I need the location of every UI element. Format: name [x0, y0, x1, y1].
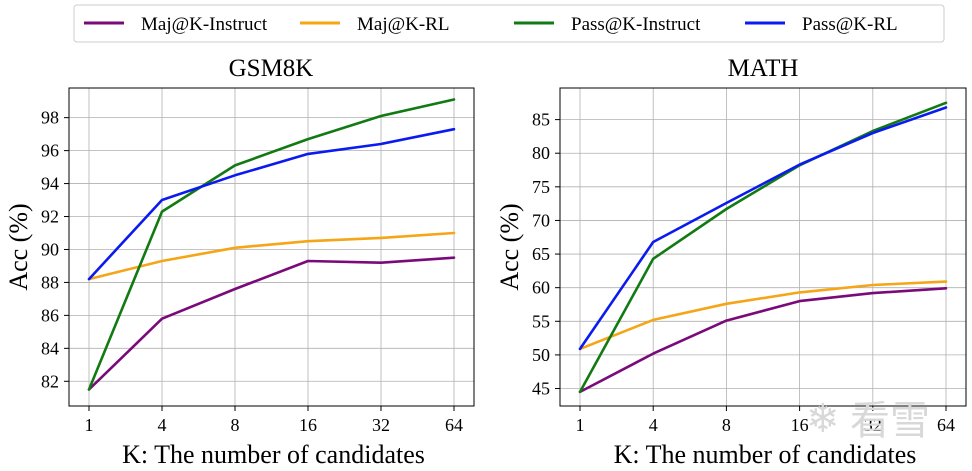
x-tick-label: 8	[231, 415, 240, 435]
legend-label-maj-k-rl: Maj@K-RL	[357, 14, 449, 35]
y-tick-label: 98	[41, 108, 59, 128]
y-tick-label: 75	[532, 177, 550, 197]
chart-panel-math: 1 4 8 16 32 64 45 50 55 60 65 70 75 80 85 MATH K: The nu…	[495, 55, 967, 469]
y-tick-label: 82	[41, 371, 59, 391]
y-tick-label: 86	[41, 305, 59, 325]
y-tick-label: 80	[532, 143, 550, 163]
y-tick-label: 85	[532, 110, 550, 130]
y-tick-label: 90	[41, 239, 59, 259]
legend-label-pass-k-instruct: Pass@K-Instruct	[571, 14, 701, 35]
x-axis-label: K: The number of candidates	[122, 440, 425, 466]
x-tick-label: 8	[722, 415, 731, 435]
y-tick-label: 45	[532, 379, 550, 399]
y-tick-label: 70	[532, 210, 550, 230]
x-axis-label: K: The number of candidates	[614, 440, 917, 466]
y-tick-label: 60	[532, 278, 550, 298]
y-axis-label: Acc (%)	[495, 203, 524, 290]
y-tick-label: 92	[41, 207, 59, 227]
x-tick-label: 4	[649, 415, 658, 435]
legend-box	[73, 4, 945, 43]
series-line-maj-k-rl	[87, 231, 456, 281]
x-tick-label: 1	[576, 415, 585, 435]
y-tick-label: 50	[532, 345, 550, 365]
series-line-pass-k-instruct	[578, 101, 948, 394]
y-axis-label: Acc (%)	[4, 203, 33, 290]
legend: Maj@K-Instruct Maj@K-RL Pass@K-Instruct Pas…	[73, 4, 945, 43]
watermark: ❄ 看雪	[806, 396, 930, 443]
x-tick-label: 16	[791, 415, 809, 435]
y-tick-label: 65	[532, 244, 550, 264]
plot-frame	[559, 87, 967, 407]
y-tick-label: 88	[41, 272, 59, 292]
series-line-maj-k-instruct	[87, 256, 456, 391]
x-tick-label: 32	[864, 415, 882, 435]
series-line-maj-k-rl	[578, 280, 948, 351]
x-tick-label: 4	[158, 415, 167, 435]
watermark-text: 看雪	[850, 398, 930, 443]
chart-panel-gsm8k: 1 4 8 16 32 64 82 84 86 88 90 92 94 96 98 GSM8K K: The n…	[4, 55, 475, 469]
panel-title: MATH	[728, 55, 799, 82]
x-tick-label: 1	[85, 415, 94, 435]
snowflake-icon: ❄	[806, 396, 840, 441]
x-tick-label: 64	[445, 415, 463, 435]
x-tick-label: 32	[372, 415, 390, 435]
plot-frame	[68, 87, 475, 407]
series-line-pass-k-instruct	[87, 98, 456, 391]
series-line-pass-k-rl	[578, 106, 948, 351]
y-tick-label: 55	[532, 311, 550, 331]
legend-label-maj-k-instruct: Maj@K-Instruct	[141, 14, 268, 35]
y-tick-label: 84	[41, 338, 59, 358]
y-tick-label: 94	[41, 174, 59, 194]
y-tick-label: 96	[41, 141, 59, 161]
series-line-pass-k-rl	[87, 127, 456, 281]
x-tick-label: 64	[937, 415, 955, 435]
series-line-maj-k-instruct	[578, 286, 948, 394]
panel-title: GSM8K	[229, 55, 314, 82]
legend-label-pass-k-rl: Pass@K-RL	[802, 14, 898, 35]
x-tick-label: 16	[299, 415, 317, 435]
